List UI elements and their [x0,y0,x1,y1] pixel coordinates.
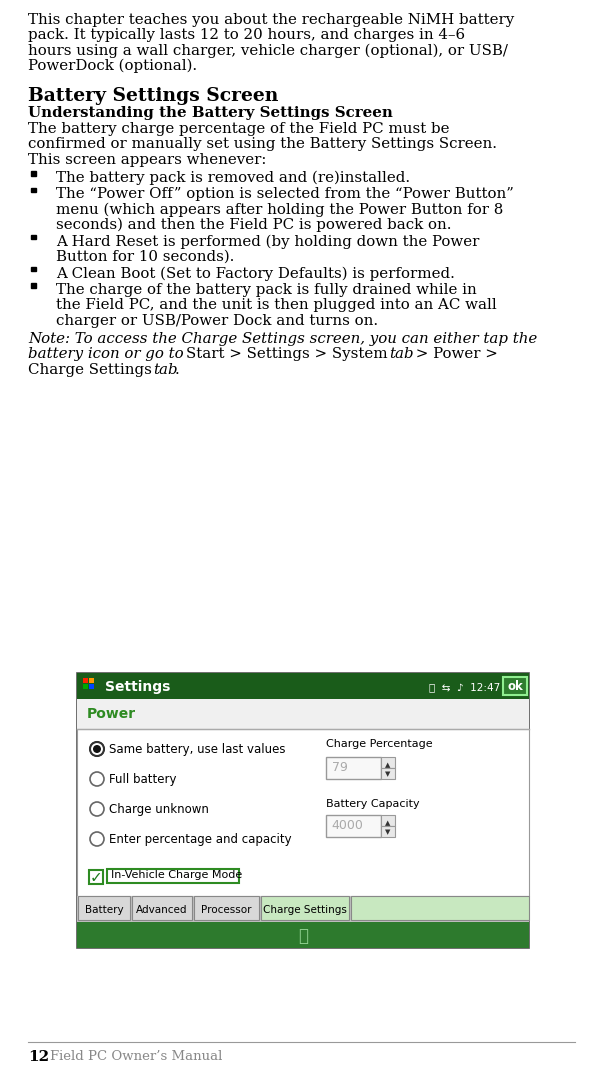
Text: hours using a wall charger, vehicle charger (optional), or USB/: hours using a wall charger, vehicle char… [28,44,508,58]
Bar [194,896,259,920]
Text: 4000: 4000 [332,819,364,832]
Text: In-Vehicle Charge Mode: In-Vehicle Charge Mode [111,870,242,880]
Text: > Power >: > Power > [411,347,497,361]
Bar [77,896,529,922]
Text: The “Power Off” option is selected from the “Power Button”: The “Power Off” option is selected from … [56,188,514,202]
Bar [326,757,380,779]
Text: Start > Settings > System: Start > Settings > System [186,347,393,361]
Bar [380,815,394,826]
Text: A Clean Boot (Set to Factory Defaults) is performed.: A Clean Boot (Set to Factory Defaults) i… [56,267,455,281]
Text: The battery pack is removed and (re)installed.: The battery pack is removed and (re)inst… [56,171,410,185]
Bar [380,757,394,768]
Bar [83,684,88,689]
Text: Power: Power [87,707,136,721]
Bar [132,896,192,920]
Text: confirmed or manually set using the Battery Settings Screen.: confirmed or manually set using the Batt… [28,138,497,152]
Text: ▲: ▲ [385,761,390,768]
Bar [78,896,130,920]
Text: 79: 79 [332,761,347,774]
Text: Battery Settings Screen: Battery Settings Screen [28,88,279,106]
Bar [107,869,239,883]
Text: Charge Settings: Charge Settings [263,905,347,915]
Text: ⌸: ⌸ [298,927,308,945]
Text: Same battery, use last values: Same battery, use last values [109,743,285,756]
Text: charger or USB/Power Dock and turns on.: charger or USB/Power Dock and turns on. [56,314,378,328]
Text: battery icon or go to: battery icon or go to [28,347,188,361]
Bar [31,283,36,288]
Text: Battery Capacity: Battery Capacity [326,799,419,808]
Text: This chapter teaches you about the rechargeable NiMH battery: This chapter teaches you about the recha… [28,13,514,27]
Text: tab: tab [389,347,414,361]
Text: seconds) and then the Field PC is powered back on.: seconds) and then the Field PC is powere… [56,218,452,232]
Bar [31,235,36,239]
Text: This screen appears whenever:: This screen appears whenever: [28,153,267,167]
Circle shape [90,742,104,756]
Text: ▼: ▼ [385,829,390,835]
Bar [77,698,529,729]
Text: A Hard Reset is performed (by holding down the Power: A Hard Reset is performed (by holding do… [56,235,479,249]
Text: The battery charge percentage of the Field PC must be: The battery charge percentage of the Fie… [28,122,449,137]
Bar [77,673,529,698]
Text: ▼: ▼ [385,771,390,778]
Bar [77,729,529,896]
Bar [326,815,380,837]
Text: The charge of the battery pack is fully drained while in: The charge of the battery pack is fully … [56,283,477,297]
Bar [31,267,36,271]
Bar [380,768,394,779]
Text: Charge Settings: Charge Settings [28,363,157,377]
Text: ▲: ▲ [385,820,390,826]
Text: Full battery: Full battery [109,773,177,786]
Text: ✓: ✓ [90,870,103,885]
Text: ⎘  ⇆  ♪  12:47: ⎘ ⇆ ♪ 12:47 [429,682,500,692]
Text: Processor: Processor [201,905,251,915]
Bar [89,678,94,684]
Text: Button for 10 seconds).: Button for 10 seconds). [56,250,235,264]
Bar [89,870,103,884]
Text: pack. It typically lasts 12 to 20 hours, and charges in 4–6: pack. It typically lasts 12 to 20 hours,… [28,28,465,43]
Bar [77,729,529,896]
Bar [261,896,349,920]
Circle shape [93,745,101,753]
Bar [89,684,94,689]
Bar [351,896,529,920]
Bar [503,677,527,695]
Bar [83,678,88,684]
Text: .: . [174,363,179,377]
Bar [77,922,529,948]
Bar [31,188,36,192]
Text: PowerDock (optional).: PowerDock (optional). [28,59,197,73]
Text: Settings: Settings [105,680,171,694]
Text: the Field PC, and the unit is then plugged into an AC wall: the Field PC, and the unit is then plugg… [56,298,497,312]
Circle shape [90,802,104,816]
Text: menu (which appears after holding the Power Button for 8: menu (which appears after holding the Po… [56,203,504,217]
Text: ok: ok [507,680,523,693]
Text: Note: To access the Charge Settings screen, you can either tap the: Note: To access the Charge Settings scre… [28,332,537,346]
Text: Battery: Battery [84,905,123,915]
Circle shape [90,742,104,756]
Text: Charge unknown: Charge unknown [109,803,209,816]
Text: Charge Percentage: Charge Percentage [326,739,432,749]
Text: 12: 12 [28,1050,49,1064]
Text: Field PC Owner’s Manual: Field PC Owner’s Manual [50,1050,223,1063]
Text: Advanced: Advanced [136,905,188,915]
Bar [380,826,394,837]
Text: Enter percentage and capacity: Enter percentage and capacity [109,833,292,846]
Bar [31,171,36,175]
Bar [77,673,529,948]
Circle shape [90,772,104,786]
Circle shape [90,832,104,846]
Text: tab: tab [153,363,177,377]
Text: Understanding the Battery Settings Screen: Understanding the Battery Settings Scree… [28,107,393,121]
